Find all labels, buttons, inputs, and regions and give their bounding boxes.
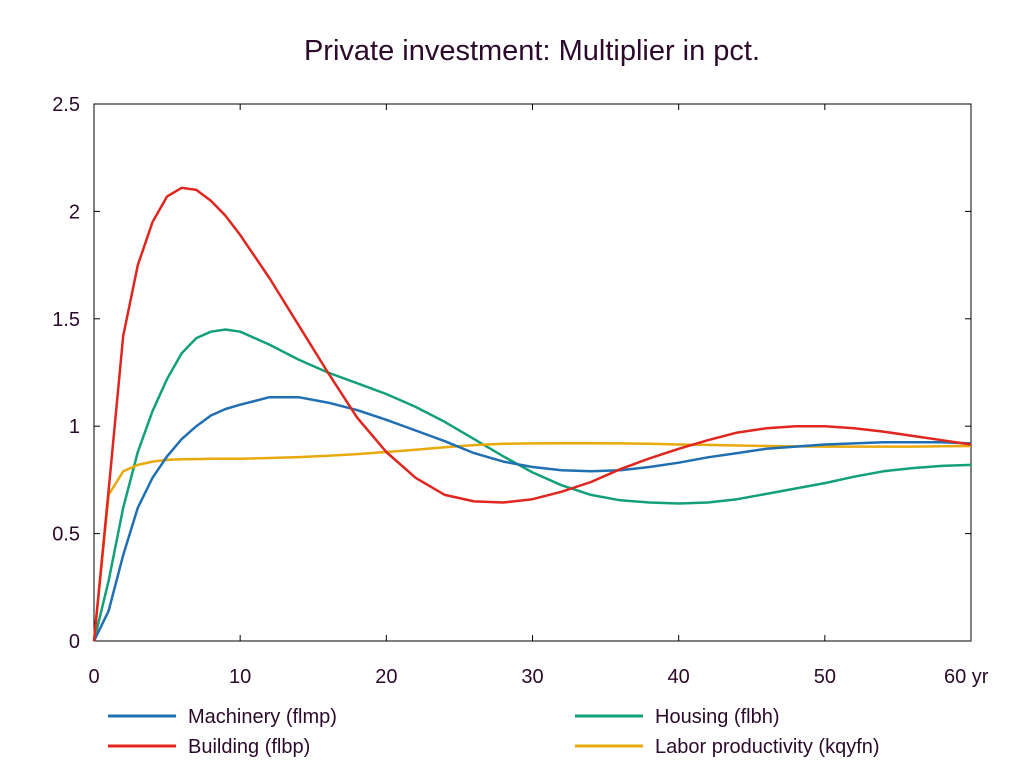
y-tick-label: 1 xyxy=(69,416,80,438)
y-tick-label: 2 xyxy=(69,201,80,223)
y-tick-label: 2.5 xyxy=(52,94,80,116)
chart-title: Private investment: Multiplier in pct. xyxy=(304,35,760,67)
series-line xyxy=(92,328,972,642)
legend: Machinery (flmp) Housing (flbh) Building (… xyxy=(108,706,880,758)
x-tick-label: 30 xyxy=(521,666,543,688)
legend-label: Labor productivity (kqyfn) xyxy=(655,736,880,758)
plot-frame xyxy=(93,103,972,642)
y-tick-label: 0 xyxy=(69,631,80,653)
series-lines xyxy=(92,186,972,642)
x-tick-label: 0 xyxy=(88,666,99,688)
y-tick-label: 0.5 xyxy=(52,524,80,546)
legend-label: Machinery (flmp) xyxy=(188,706,337,728)
legend-label: Housing (flbh) xyxy=(655,706,780,728)
x-tick-label: 40 xyxy=(668,666,690,688)
axis-ticks: 0 0.5 1 1.5 2 2.5 0 10 20 30 40 50 60 yr xyxy=(52,94,989,688)
x-tick-label: 50 xyxy=(814,666,836,688)
series-line xyxy=(92,186,972,642)
x-tick-label: 10 xyxy=(229,666,251,688)
series-line xyxy=(92,395,972,642)
legend-label: Building (flbp) xyxy=(188,736,310,758)
x-tick-label: 60 yr xyxy=(944,666,989,688)
y-tick-label: 1.5 xyxy=(52,309,80,331)
x-tick-label: 20 xyxy=(375,666,397,688)
